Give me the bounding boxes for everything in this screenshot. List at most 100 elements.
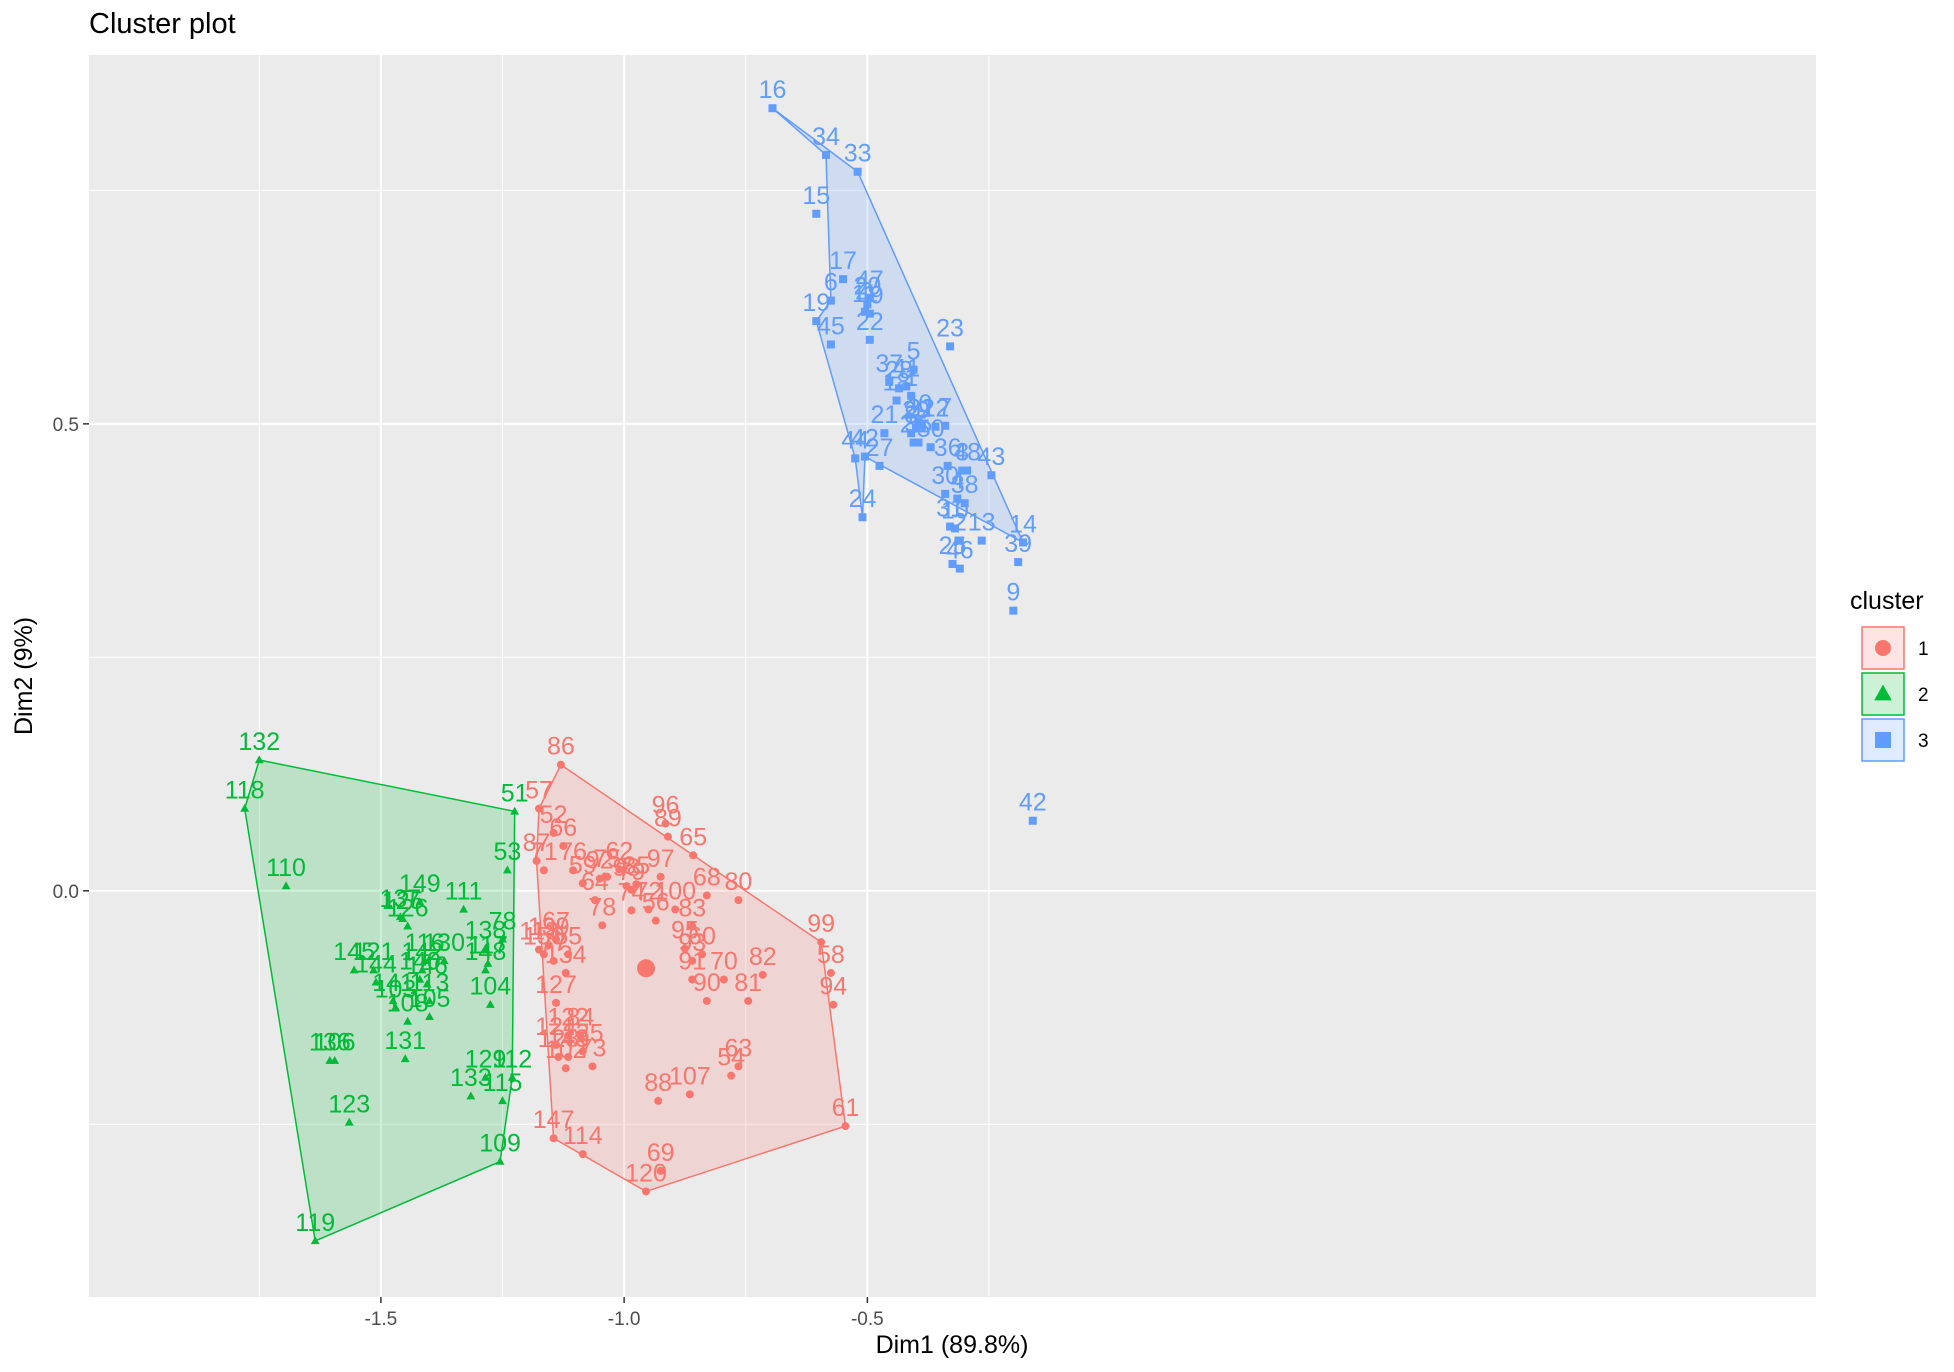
cluster-3-point-label: 42 <box>851 425 879 453</box>
cluster-2-point-label: 131 <box>384 1027 426 1055</box>
cluster-3-point-label: 32 <box>907 395 935 423</box>
chart-title: Cluster plot <box>89 8 236 40</box>
cluster-2-point <box>398 914 408 922</box>
cluster-3-point-label: 7 <box>938 394 952 422</box>
cluster-1-point <box>534 804 543 813</box>
cluster-1-point <box>702 996 711 1005</box>
cluster-1-point <box>549 956 558 965</box>
cluster-3-point <box>912 424 921 433</box>
cluster-2-point <box>403 1016 413 1025</box>
cluster-2-point <box>254 755 264 764</box>
cluster-2-point-label: 103 <box>375 976 417 1004</box>
cluster-1-point <box>603 872 612 881</box>
cluster-2-point-label: 149 <box>399 870 441 898</box>
cluster-1-point-label: 68 <box>693 863 721 891</box>
cluster-2-point-label: 146 <box>406 952 448 980</box>
cluster-1-point <box>685 1090 694 1099</box>
cluster-1-point <box>656 1166 665 1175</box>
cluster-3-point-label: 26 <box>900 411 928 439</box>
cluster-3-point-label: 14 <box>1009 510 1037 538</box>
cluster-1-point <box>595 874 604 883</box>
cluster-1-point <box>697 950 706 959</box>
cluster-1-point-label: 66 <box>549 814 577 842</box>
cluster-2-point-label: 138 <box>465 917 507 945</box>
cluster-1-point-label: 87 <box>523 829 551 857</box>
cluster-1-point-label: 96 <box>652 792 680 820</box>
cluster-3-point-label: 24 <box>849 485 877 513</box>
cluster-3-point <box>1009 606 1018 615</box>
cluster-1-point-label: 120 <box>625 1159 667 1187</box>
cluster-3-point-label: 47 <box>856 266 884 294</box>
cluster-1-point <box>569 866 578 875</box>
cluster-1-point <box>661 819 670 828</box>
cluster-2-point-label: 51 <box>501 779 529 807</box>
legend-label-2: 2 <box>1918 685 1929 706</box>
cluster-1-point-label: 122 <box>547 1004 589 1032</box>
cluster-3-point <box>839 275 848 284</box>
cluster-3-point <box>1028 816 1037 825</box>
cluster-2-point <box>507 1072 517 1081</box>
cluster-1-point-label: 78 <box>588 893 616 921</box>
cluster-2-point-label: 53 <box>493 838 521 866</box>
cluster-2-point-label: 126 <box>387 894 429 922</box>
cluster-1-point <box>552 935 561 944</box>
cluster-3-point-label: 3 <box>955 439 969 467</box>
cluster-1-point <box>598 921 607 930</box>
cluster-3-point-label: 29 <box>902 397 930 425</box>
cluster-1-point-label: 124 <box>535 1013 577 1041</box>
x-axis-title: Dim1 (89.8%) <box>876 1331 1029 1359</box>
cluster-1-point-label: 52 <box>540 801 568 829</box>
cluster-1-point-label: 98 <box>613 854 641 882</box>
y-tick-label: 0.5 <box>53 415 79 436</box>
cluster-1-point-label: 93 <box>678 929 706 957</box>
cluster-3-point-label: 16 <box>759 76 787 104</box>
cluster-1-point <box>552 1040 561 1049</box>
cluster-3-point <box>768 104 777 113</box>
cluster-2-point <box>510 806 520 815</box>
cluster-1-point-label: 57 <box>525 777 553 805</box>
cluster-3-point-label: 34 <box>812 123 840 151</box>
cluster-1-point <box>656 872 665 881</box>
cluster-3-point-label: 19 <box>802 289 830 317</box>
cluster-1-point <box>644 905 653 914</box>
cluster-2-point <box>391 1002 400 1011</box>
cluster-1-point <box>829 1000 838 1009</box>
cluster-1-point <box>688 956 697 965</box>
cluster-2-point-label: 115 <box>483 1069 523 1097</box>
cluster-2-point <box>495 1156 505 1165</box>
cluster-2-point <box>400 1054 410 1063</box>
cluster-3-point <box>863 300 872 309</box>
cluster-3-hull <box>772 107 1025 545</box>
cluster-2-point-label: 132 <box>238 728 280 756</box>
cluster-3-point-label: 5 <box>907 338 921 366</box>
cluster-1-point <box>549 828 558 837</box>
cluster-1-point-label: 107 <box>669 1062 711 1090</box>
cluster-3-point <box>963 466 972 475</box>
cluster-1-point <box>663 832 672 841</box>
cluster-1-point-label: 79 <box>618 858 646 886</box>
cluster-1-point-label: 69 <box>647 1139 675 1167</box>
cluster-2-point-label: 112 <box>492 1046 532 1074</box>
cluster-1-point-label: 62 <box>605 837 633 865</box>
cluster-2-point <box>415 974 425 983</box>
cluster-3-point <box>926 443 935 452</box>
cluster-1-point-label: 73 <box>579 1034 607 1062</box>
cluster-1-point-label: 134 <box>545 941 587 969</box>
cluster-3-point <box>902 382 911 391</box>
cluster-1-point <box>561 968 570 977</box>
cluster-3-point-label: 38 <box>951 471 979 499</box>
cluster-1-point-label: 67 <box>542 907 570 935</box>
cluster-3-point <box>865 293 874 302</box>
cluster-2-point <box>310 1236 320 1245</box>
cluster-3-point-label: 44 <box>841 426 869 454</box>
cluster-2-point-label: 78 <box>489 907 517 935</box>
cluster-1-point-label: 150 <box>523 922 565 950</box>
cluster-3-point-label: 46 <box>946 537 974 565</box>
cluster-3-point <box>851 454 860 463</box>
cluster-1-point-label: 89 <box>654 805 682 833</box>
cluster-2-point <box>481 943 490 952</box>
cluster-1-point-label: 80 <box>725 868 753 896</box>
cluster-1-point-label: 84 <box>566 1004 594 1032</box>
cluster-1-point <box>689 851 698 860</box>
